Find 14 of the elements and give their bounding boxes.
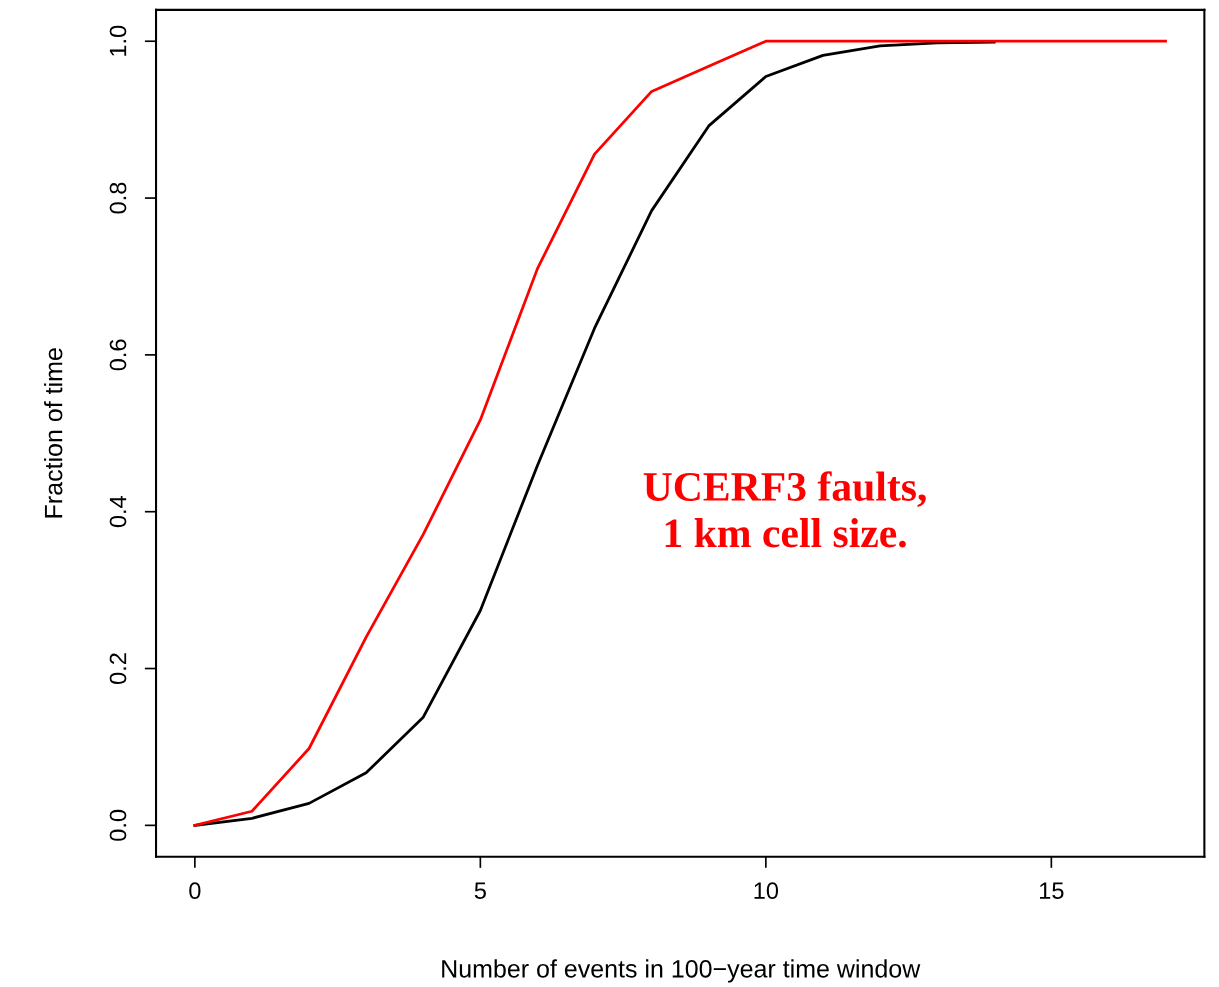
y-tick-label: 0.0	[109, 809, 127, 841]
x-tick-label: 15	[1040, 882, 1064, 900]
y-tick-label: 1.0	[109, 25, 127, 56]
x-tick-label: 5	[474, 882, 486, 900]
y-axis-title: Fraction of time	[44, 348, 63, 518]
y-tick-label: 0.8	[109, 182, 127, 214]
line-series	[193, 39, 1167, 827]
y-tick-label: 0.2	[109, 653, 127, 685]
annotation: UCERF3 faults, 1 km cell size.	[643, 471, 926, 548]
x-axis-title: Number of events in 100−year time window	[442, 959, 921, 983]
x-tick-label: 0	[189, 882, 201, 900]
y-tick-label: 0.4	[109, 495, 127, 528]
y-tick-label: 0.6	[109, 339, 127, 371]
x-tick-label: 10	[754, 882, 779, 900]
